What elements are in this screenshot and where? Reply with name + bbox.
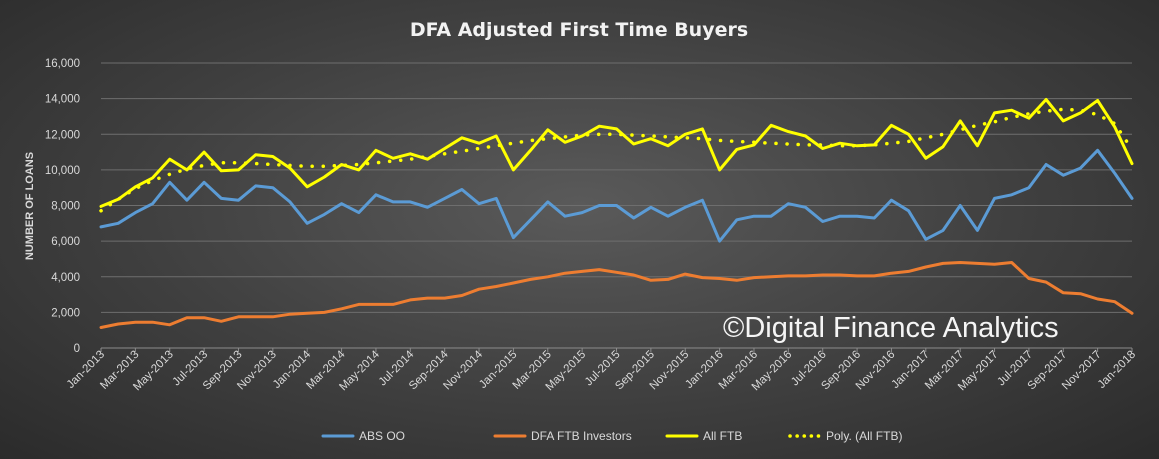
legend-label: All FTB — [703, 429, 742, 443]
y-axis-ticks: 0 2,000 4,000 6,000 8,000 10,000 12,000 14,000 1… — [45, 58, 80, 355]
legend-label: DFA FTB Investors — [531, 429, 632, 443]
watermark: ©Digital Finance Analytics — [723, 312, 1059, 344]
y-tick-label: 6,000 — [51, 236, 80, 248]
y-tick-label: 10,000 — [45, 165, 80, 177]
series-line-dfa-ftb-investors — [99, 261, 1134, 329]
series-line-abs-oo — [99, 148, 1134, 243]
y-tick-label: 12,000 — [45, 129, 80, 141]
chart-title: DFA Adjusted First Time Buyers — [410, 19, 748, 41]
y-tick-label: 8,000 — [51, 201, 80, 213]
series-lines — [99, 98, 1134, 329]
y-tick-label: 14,000 — [45, 94, 80, 106]
y-tick-label: 2,000 — [51, 307, 80, 319]
y-tick-label: 4,000 — [51, 272, 80, 284]
y-tick-label: 0 — [74, 343, 80, 355]
legend-label: ABS OO — [359, 429, 405, 443]
y-tick-label: 16,000 — [45, 58, 80, 70]
x-tick-label: Jan-2018 — [1096, 349, 1138, 391]
series-line-poly-all-ftb — [99, 107, 1134, 213]
legend: ABS OO DFA FTB Investors All FTB Poly. (All… — [321, 429, 902, 443]
series-line-all-ftb — [99, 98, 1134, 208]
legend-label: Poly. (All FTB) — [826, 429, 902, 443]
y-axis-title: NUMBER OF LOANS — [24, 152, 36, 260]
x-axis-ticks: Jan-2013Mar-2013May-2013Jul-2013Sep-2013… — [65, 348, 1138, 393]
